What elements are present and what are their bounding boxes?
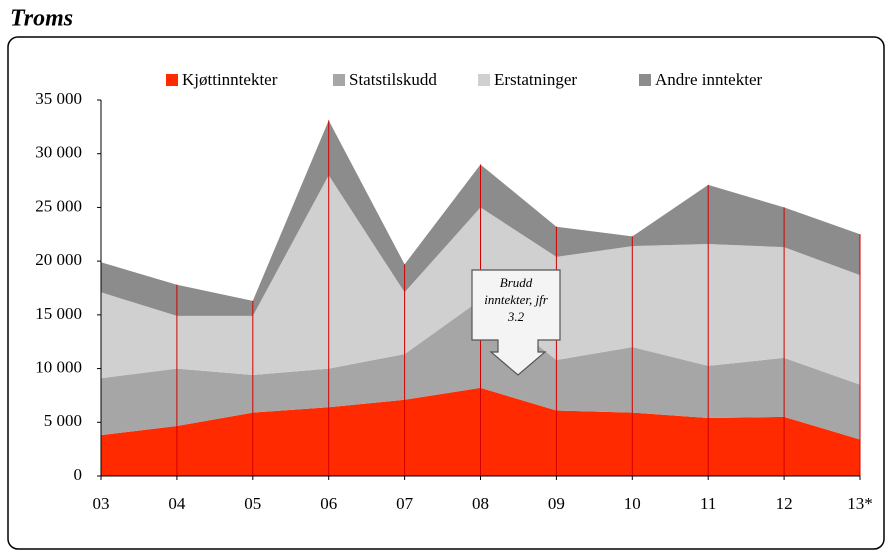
annotation: Brudd: [500, 275, 533, 290]
callout: [471, 269, 561, 376]
x-tick-label: 04: [168, 494, 186, 513]
x-tick-label: 07: [396, 494, 414, 513]
x-tick-label: 09: [548, 494, 565, 513]
chart-title: Troms: [10, 6, 73, 32]
legend-label: Statstilskudd: [349, 70, 437, 89]
y-tick-label: 20 000: [35, 250, 82, 269]
annotation: 3.2: [507, 309, 525, 324]
y-tick-label: 15 000: [35, 304, 82, 323]
legend-swatch: [333, 74, 345, 86]
y-tick-label: 10 000: [35, 357, 82, 376]
legend-label: Kjøttinntekter: [182, 70, 278, 89]
x-tick-label: 12: [776, 494, 793, 513]
y-tick-label: 25 000: [35, 196, 82, 215]
y-tick-label: 30 000: [35, 143, 82, 162]
legend-label: Erstatninger: [494, 70, 577, 89]
x-tick-label: 08: [472, 494, 489, 513]
y-tick-label: 0: [74, 465, 83, 484]
legend-swatch: [639, 74, 651, 86]
legend-swatch: [166, 74, 178, 86]
x-tick-label: 10: [624, 494, 641, 513]
annotation: inntekter, jfr: [484, 292, 548, 307]
x-tick-label: 06: [320, 494, 337, 513]
x-tick-label: 13*: [847, 494, 873, 513]
legend-label: Andre inntekter: [655, 70, 762, 89]
y-tick-label: 5 000: [44, 411, 82, 430]
x-tick-label: 03: [93, 494, 110, 513]
x-tick-label: 11: [700, 494, 716, 513]
x-tick-label: 05: [244, 494, 261, 513]
y-tick-label: 35 000: [35, 89, 82, 108]
legend-swatch: [478, 74, 490, 86]
